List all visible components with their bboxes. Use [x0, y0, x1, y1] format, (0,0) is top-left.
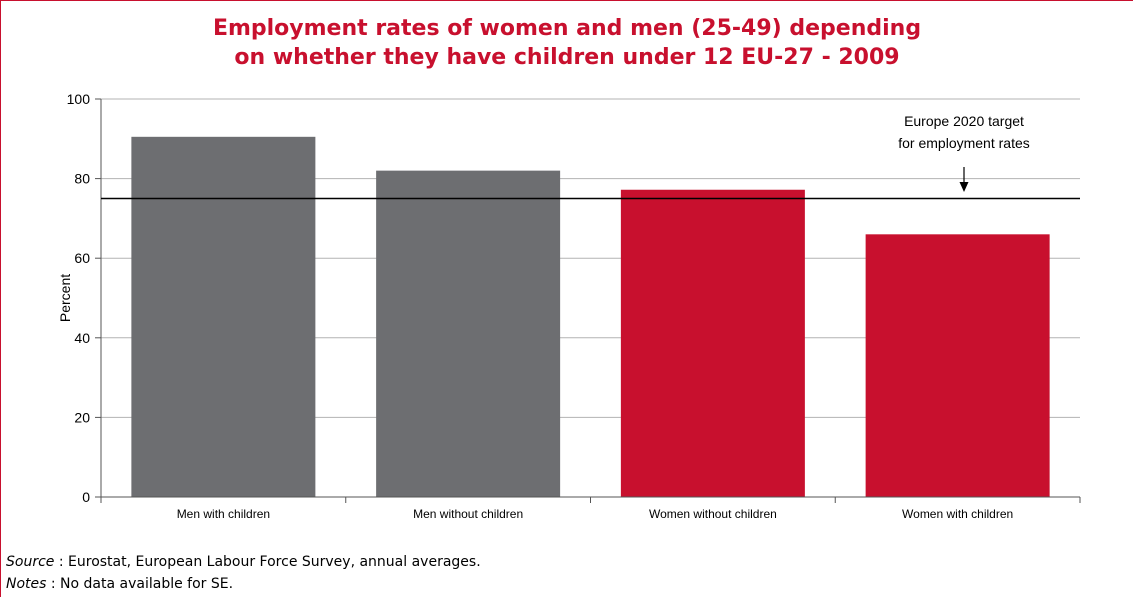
- notes-text: : No data available for SE.: [46, 576, 234, 592]
- bar-1: [131, 136, 316, 497]
- chart-footer: Source : Eurostat, European Labour Force…: [6, 551, 481, 595]
- bar-3: [620, 189, 805, 497]
- y-tick-label: 80: [74, 171, 90, 187]
- notes-note: Notes : No data available for SE.: [6, 573, 481, 595]
- chart-title-line-2: on whether they have children under 12 E…: [234, 45, 900, 70]
- x-tick-label: Women without children: [649, 507, 777, 521]
- notes-label: Notes: [6, 576, 47, 592]
- x-tick-label: Men without children: [413, 507, 523, 521]
- chart-title: Employment rates of women and men (25-49…: [0, 14, 1134, 72]
- x-tick-label: Women with children: [902, 507, 1013, 521]
- y-tick-label: 0: [82, 489, 90, 505]
- source-label: Source: [6, 554, 55, 570]
- y-axis-label: Percent: [57, 274, 73, 322]
- y-tick-label: 60: [74, 250, 90, 266]
- chart-title-line-1: Employment rates of women and men (25-49…: [212, 16, 922, 41]
- y-tick-label: 20: [74, 409, 90, 425]
- target-arrow-head: [959, 182, 969, 192]
- x-tick-label: Men with children: [177, 507, 270, 521]
- bar-2: [376, 170, 561, 497]
- target-annotation-line: Europe 2020 target: [904, 113, 1024, 129]
- bar-4: [865, 234, 1050, 497]
- target-annotation-line: for employment rates: [898, 135, 1030, 151]
- source-note: Source : Eurostat, European Labour Force…: [6, 551, 481, 573]
- y-tick-label: 100: [67, 91, 91, 107]
- source-text: : Eurostat, European Labour Force Survey…: [54, 554, 481, 570]
- y-tick-label: 40: [74, 330, 90, 346]
